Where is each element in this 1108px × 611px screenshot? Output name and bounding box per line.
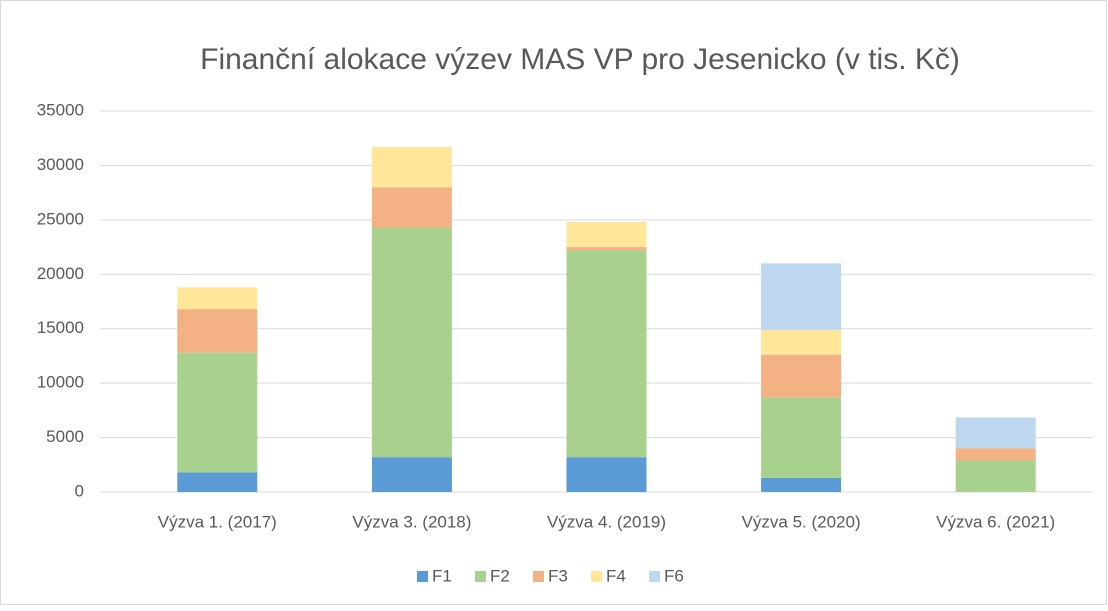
- bar-segment: [761, 354, 842, 398]
- bar-segment: [566, 457, 647, 492]
- bar-segment: [177, 472, 258, 492]
- legend-swatch: [417, 571, 428, 582]
- y-tick-label: 35000: [37, 100, 84, 119]
- legend-swatch: [533, 571, 544, 582]
- y-tick-label: 30000: [37, 155, 84, 174]
- y-tick-label: 25000: [37, 209, 84, 228]
- bar-segment: [371, 187, 452, 228]
- y-tick-label: 10000: [37, 373, 84, 392]
- bar-segment: [371, 457, 452, 492]
- bar-segment: [566, 247, 647, 251]
- legend-label: F6: [664, 566, 684, 585]
- bar-segment: [371, 146, 452, 188]
- bar-segment: [955, 417, 1036, 449]
- bar-segment: [761, 263, 842, 330]
- y-tick-label: 20000: [37, 264, 84, 283]
- y-tick-label: 0: [75, 481, 84, 500]
- bar-segment: [955, 448, 1036, 461]
- x-tick-label: Výzva 5. (2020): [742, 512, 861, 531]
- legend-swatch: [475, 571, 486, 582]
- bar-segment: [761, 477, 842, 492]
- x-tick-label: Výzva 3. (2018): [352, 512, 471, 531]
- bar-segment: [177, 287, 258, 310]
- legend-swatch: [649, 571, 660, 582]
- bar-segment: [371, 227, 452, 458]
- x-tick-label: Výzva 4. (2019): [547, 512, 666, 531]
- x-tick-label: Výzva 1. (2017): [158, 512, 277, 531]
- legend-label: F4: [606, 566, 626, 585]
- bar-segment: [955, 460, 1036, 492]
- bar-segment: [177, 309, 258, 353]
- legend-label: F2: [490, 566, 510, 585]
- legend-label: F3: [548, 566, 568, 585]
- legend-swatch: [591, 571, 602, 582]
- y-tick-label: 5000: [46, 427, 84, 446]
- bar-segment: [761, 397, 842, 478]
- chart-title: Finanční alokace výzev MAS VP pro Jeseni…: [200, 43, 960, 76]
- y-tick-label: 15000: [37, 318, 84, 337]
- bar-segment: [761, 329, 842, 355]
- bar-segment: [177, 352, 258, 473]
- bar-segment: [566, 222, 647, 248]
- bar-segment: [566, 250, 647, 458]
- x-tick-label: Výzva 6. (2021): [936, 512, 1055, 531]
- legend-label: F1: [432, 566, 452, 585]
